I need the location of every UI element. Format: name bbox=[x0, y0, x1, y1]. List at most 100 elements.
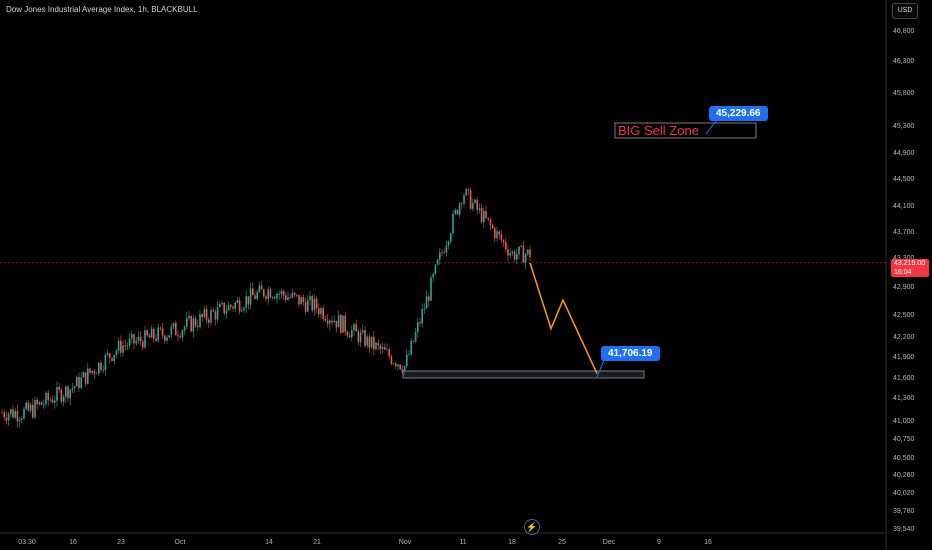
candle-body bbox=[49, 399, 52, 401]
candle-body bbox=[254, 295, 256, 300]
candle-body bbox=[12, 409, 14, 418]
candle-body bbox=[472, 202, 474, 209]
candle-body bbox=[395, 363, 397, 367]
candle-body bbox=[276, 294, 278, 299]
candle-body bbox=[318, 308, 320, 315]
price-tick-label: 40,260 bbox=[893, 472, 915, 479]
candle-body bbox=[128, 338, 131, 346]
candle-body bbox=[172, 323, 175, 327]
candle-body bbox=[408, 354, 410, 356]
price-tick-label: 41,000 bbox=[893, 418, 915, 425]
candle-body bbox=[485, 210, 487, 218]
candle-body bbox=[69, 389, 71, 399]
candle-body bbox=[225, 310, 228, 314]
time-tick-label: 9 bbox=[657, 539, 661, 546]
target-low-label: 41,706.19 bbox=[601, 346, 660, 361]
candle-body bbox=[102, 370, 104, 371]
candle-body bbox=[381, 347, 384, 350]
candle-body bbox=[423, 308, 426, 310]
time-tick-label: 21 bbox=[313, 539, 321, 546]
candle-body bbox=[194, 318, 197, 326]
time-tick-label: 18 bbox=[508, 539, 516, 546]
candle-body bbox=[56, 386, 58, 401]
candle-body bbox=[230, 304, 232, 307]
candle-body bbox=[135, 340, 137, 344]
candle-body bbox=[183, 326, 186, 331]
candle-body bbox=[494, 228, 496, 239]
candle-body bbox=[450, 233, 452, 242]
candle-body bbox=[348, 335, 351, 338]
projection-path[interactable] bbox=[529, 262, 598, 374]
candle-body bbox=[54, 400, 56, 403]
candle-body bbox=[388, 349, 390, 357]
replay-icon[interactable]: ⚡ bbox=[524, 519, 540, 535]
candle-body bbox=[188, 316, 190, 319]
candle-body bbox=[232, 306, 234, 309]
price-tick-label: 44,900 bbox=[893, 150, 915, 157]
candle-body bbox=[461, 203, 463, 205]
candle-body bbox=[502, 240, 505, 243]
candle-body bbox=[397, 364, 399, 367]
price-tick-label: 40,750 bbox=[893, 436, 915, 443]
candle-body bbox=[45, 392, 47, 405]
candle-body bbox=[386, 349, 388, 351]
candle-body bbox=[157, 327, 159, 341]
support-zone-rect[interactable] bbox=[402, 370, 645, 379]
candle-body bbox=[342, 315, 344, 333]
candle-body bbox=[252, 288, 254, 296]
time-tick-label: Dec bbox=[603, 539, 616, 546]
candle-body bbox=[315, 298, 318, 309]
candle-body bbox=[399, 364, 401, 370]
candle-body bbox=[436, 259, 439, 265]
time-tick-label: 14 bbox=[265, 539, 273, 546]
label-top-pointer bbox=[705, 120, 717, 135]
candle-body bbox=[443, 252, 445, 254]
time-tick-label: Oct bbox=[175, 539, 186, 546]
candle-body bbox=[430, 277, 432, 301]
currency-badge[interactable]: USD bbox=[892, 3, 918, 19]
candle-body bbox=[379, 345, 382, 350]
time-tick-label: 16 bbox=[69, 539, 77, 546]
candle-body bbox=[439, 252, 441, 260]
candle-body bbox=[309, 295, 311, 300]
candle-body bbox=[375, 342, 377, 350]
candle-body bbox=[351, 330, 353, 338]
time-tick-label: Nov bbox=[399, 539, 412, 546]
candle-body bbox=[366, 336, 368, 346]
candle-body bbox=[247, 296, 250, 305]
candle-body bbox=[291, 292, 294, 298]
candle-body bbox=[245, 296, 247, 308]
candle-body bbox=[353, 324, 355, 331]
price-tick-label: 40,020 bbox=[893, 490, 915, 497]
candle-body bbox=[98, 362, 100, 374]
candle-body bbox=[51, 399, 54, 403]
candle-body bbox=[509, 253, 511, 256]
candle-body bbox=[274, 297, 276, 299]
candle-body bbox=[80, 377, 82, 388]
candle-body bbox=[14, 411, 16, 418]
time-tick-label: 11 bbox=[459, 539, 466, 546]
candle-body bbox=[150, 328, 153, 338]
candle-body bbox=[269, 289, 272, 298]
candle-body bbox=[73, 386, 76, 389]
candle-body bbox=[199, 314, 201, 328]
time-tick-label: 23 bbox=[117, 539, 125, 546]
price-tick-label: 46,800 bbox=[893, 28, 915, 35]
candle-body bbox=[122, 345, 124, 353]
candle-body bbox=[428, 296, 430, 301]
candle-body bbox=[144, 330, 146, 348]
candle-body bbox=[326, 320, 329, 324]
candle-body bbox=[87, 368, 89, 384]
candle-body bbox=[142, 341, 144, 348]
candle-body bbox=[43, 404, 45, 406]
candle-body bbox=[238, 300, 241, 312]
candle-body bbox=[258, 285, 261, 293]
candle-body bbox=[346, 331, 349, 336]
price-tick-label: 42,500 bbox=[893, 312, 915, 319]
time-axis: 03:30 16 23 Oct 14 21 Nov 11 18 25 Dec 9 16 bbox=[18, 539, 712, 546]
candle-body bbox=[117, 340, 120, 351]
candle-body bbox=[522, 245, 525, 263]
sell-zone-rect[interactable] bbox=[614, 122, 757, 139]
